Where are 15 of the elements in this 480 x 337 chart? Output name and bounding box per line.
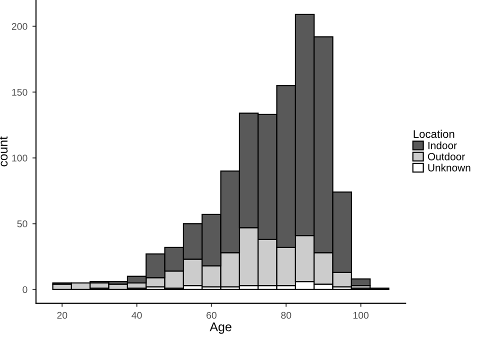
y-tick-label: 50 bbox=[17, 220, 28, 228]
y-tick-label: 200 bbox=[12, 23, 28, 30]
x-tick-label: 40 bbox=[132, 312, 142, 319]
x-tick-label: 20 bbox=[57, 312, 68, 319]
legend-label: Outdoor bbox=[428, 152, 465, 160]
legend-label: Indoor bbox=[428, 142, 457, 150]
x-tick-label: 80 bbox=[281, 312, 292, 319]
y-tick-label: 100 bbox=[12, 154, 28, 162]
legend-label: Unknown bbox=[428, 164, 470, 172]
legend-title: Location bbox=[414, 130, 454, 138]
x-tick-label: 60 bbox=[206, 312, 216, 319]
x-tick-label: 100 bbox=[353, 312, 369, 319]
y-tick-label: 0 bbox=[22, 286, 28, 294]
x-axis-title: Age bbox=[210, 322, 232, 334]
y-tick-label: 150 bbox=[12, 88, 28, 96]
